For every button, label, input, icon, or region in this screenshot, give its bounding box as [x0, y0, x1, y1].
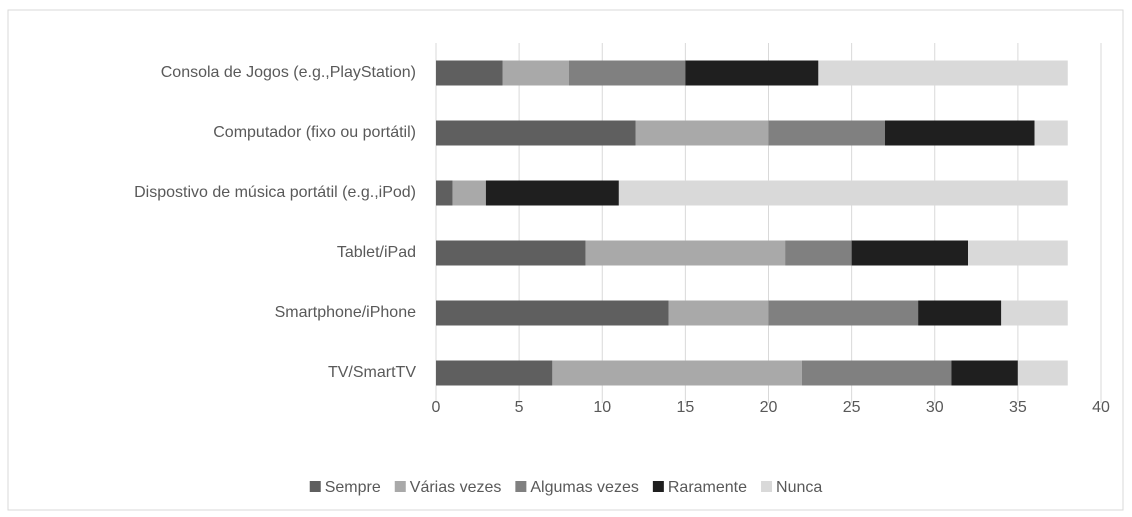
legend-swatch [652, 481, 664, 492]
y-tick-label: Smartphone/iPhone [275, 304, 417, 321]
bar-segment [1017, 360, 1068, 386]
bar-segment [851, 240, 968, 266]
bar-segment [502, 60, 569, 86]
bar-segment [818, 60, 1068, 86]
legend-label: Algumas vezes [530, 479, 639, 496]
x-tick-label: 40 [1092, 399, 1110, 416]
bar-segment [951, 360, 1018, 386]
x-tick-label: 20 [760, 399, 778, 416]
bar-segment [485, 180, 619, 206]
bar-segment [968, 240, 1068, 266]
x-tick-label: 10 [593, 399, 611, 416]
y-tick-label: Consola de Jogos (e.g.,PlayStation) [161, 64, 416, 81]
bar-segment [436, 120, 636, 146]
legend-label: Sempre [325, 479, 381, 496]
x-tick-label: 15 [676, 399, 694, 416]
bar-segment [436, 240, 586, 266]
x-tick-label: 35 [1009, 399, 1027, 416]
y-tick-label: TV/SmartTV [328, 364, 416, 381]
bar-segment [768, 120, 885, 146]
bar-segment [668, 300, 769, 326]
bar-segment [685, 60, 819, 86]
y-tick-label: Tablet/iPad [337, 244, 416, 261]
bar-segment [801, 360, 952, 386]
legend-label: Várias vezes [410, 479, 502, 496]
bar-segment [452, 180, 486, 206]
bar-segment [884, 120, 1035, 146]
bar-segment [918, 300, 1002, 326]
legend-label: Nunca [776, 479, 822, 496]
bar-segment [569, 60, 686, 86]
x-tick-label: 5 [515, 399, 524, 416]
bar-segment [585, 240, 786, 266]
x-tick-label: 25 [843, 399, 861, 416]
legend-swatch [309, 481, 321, 492]
legend-swatch [515, 481, 527, 492]
x-tick-label: 30 [926, 399, 944, 416]
x-tick-label: 0 [432, 399, 441, 416]
bar-segment [618, 180, 1068, 206]
legend-swatch [394, 481, 406, 492]
bar-segment [436, 60, 503, 86]
bar-segment [552, 360, 802, 386]
legend-label: Raramente [668, 479, 747, 496]
y-tick-label: Computador (fixo ou portátil) [213, 124, 416, 141]
bar-segment [768, 300, 919, 326]
bar-segment [1001, 300, 1068, 326]
bar-segment [436, 180, 453, 206]
bar-segment [1034, 120, 1068, 146]
bar-segment [635, 120, 769, 146]
y-tick-label: Dispostivo de música portátil (e.g.,iPod… [134, 184, 416, 201]
bar-segment [436, 300, 669, 326]
bar-segment [436, 360, 553, 386]
bar-segment [785, 240, 852, 266]
legend-swatch [761, 481, 773, 492]
